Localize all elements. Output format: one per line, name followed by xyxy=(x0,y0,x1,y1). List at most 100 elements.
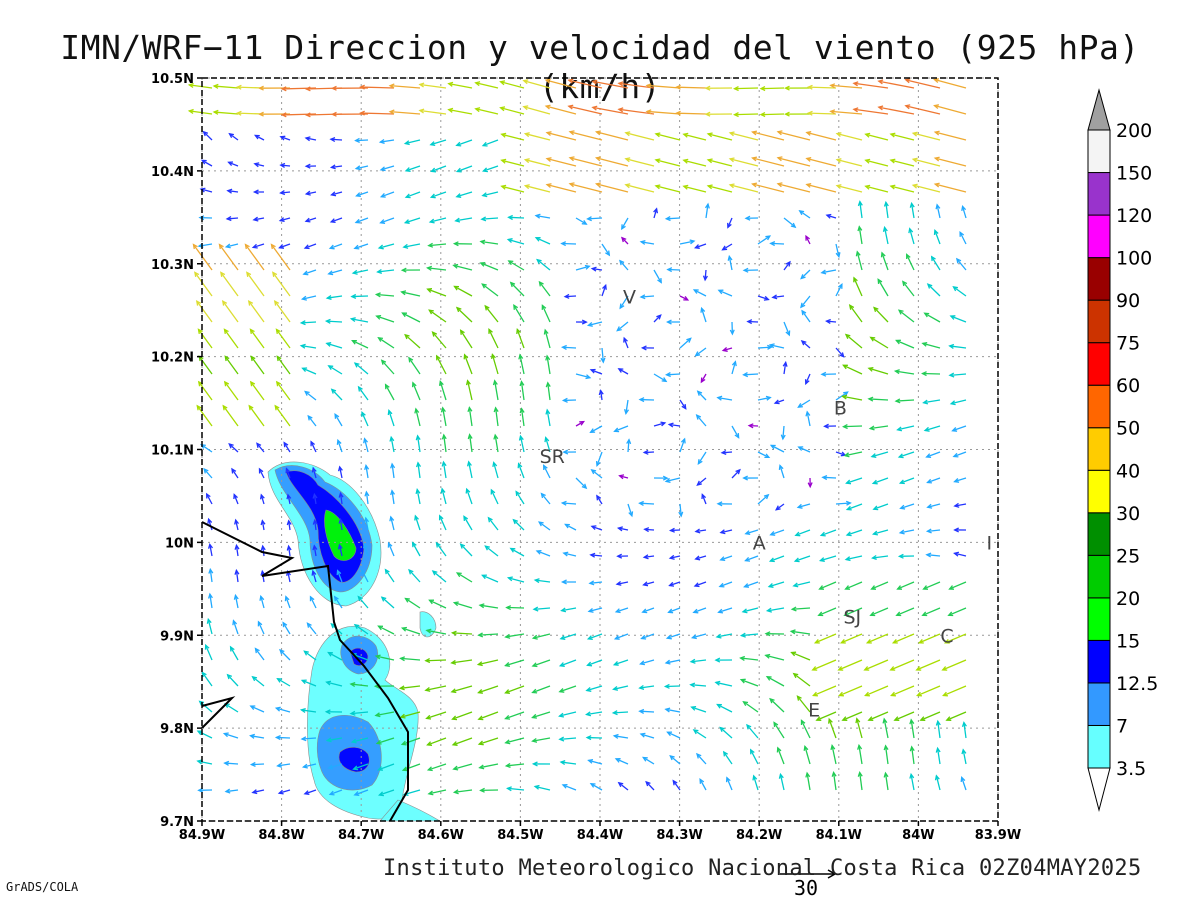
wind-arrow-head xyxy=(246,271,252,278)
wind-arrow xyxy=(830,744,837,765)
wind-arrow-head xyxy=(545,157,552,163)
wind-arrow-head xyxy=(904,78,911,84)
wind-arrow-shaft xyxy=(669,581,681,587)
wind-arrow-shaft xyxy=(535,214,551,219)
wind-arrow-shaft xyxy=(426,711,447,720)
wind-arrow xyxy=(654,184,681,193)
wind-arrow xyxy=(765,607,785,613)
wind-arrow-shaft xyxy=(798,446,811,453)
wind-arrow-shaft xyxy=(287,571,291,583)
wind-arrow xyxy=(404,333,421,349)
wind-arrow xyxy=(638,500,655,506)
wind-arrow xyxy=(481,139,499,147)
wind-arrow-head xyxy=(435,541,441,548)
wind-arrow-head xyxy=(224,355,230,362)
wind-arrow-shaft xyxy=(625,184,655,193)
wind-arrow xyxy=(222,732,239,739)
x-tick-label: 84.2W xyxy=(736,828,782,843)
wind-arrow xyxy=(915,659,941,671)
wind-arrow-shaft xyxy=(304,391,317,401)
wind-arrow xyxy=(388,109,421,115)
wind-arrow xyxy=(596,494,603,505)
wind-arrow-shaft xyxy=(432,570,447,583)
wind-arrow-head xyxy=(953,478,960,483)
wind-arrow-head xyxy=(203,467,209,474)
wind-arrow xyxy=(507,214,525,221)
wind-arrow-head xyxy=(388,109,395,115)
wind-arrow-head xyxy=(818,557,825,562)
wind-arrow xyxy=(917,633,941,644)
wind-arrow-shaft xyxy=(358,386,369,401)
wind-arrow-shaft xyxy=(870,425,889,430)
colorbar-label: 25 xyxy=(1116,545,1140,567)
wind-arrow-shaft xyxy=(615,607,629,613)
wind-arrow-head xyxy=(689,682,696,688)
wind-arrow xyxy=(187,108,213,115)
wind-arrow-head xyxy=(509,281,516,288)
wind-arrow-shaft xyxy=(859,772,863,791)
wind-arrow-shaft xyxy=(873,307,889,323)
wind-arrow-head xyxy=(311,569,317,576)
wind-arrow xyxy=(206,617,213,635)
wind-arrow xyxy=(300,295,317,301)
wind-arrow-shaft xyxy=(936,204,941,219)
wind-arrow xyxy=(820,371,837,377)
wind-arrow-head xyxy=(504,662,511,667)
wind-arrow-shaft xyxy=(313,545,317,557)
wind-arrow xyxy=(819,529,837,537)
wind-arrow xyxy=(280,86,317,92)
wind-arrow-head xyxy=(835,158,842,163)
wind-arrow-head xyxy=(327,270,334,276)
wind-arrow-head xyxy=(904,104,911,110)
wind-arrow-shaft xyxy=(884,745,889,765)
wind-arrow-shaft xyxy=(415,408,421,427)
wind-arrow-head xyxy=(877,79,884,85)
wind-arrow-head xyxy=(785,330,791,337)
wind-arrow-head xyxy=(384,383,390,390)
wind-arrow-head xyxy=(414,514,419,521)
wind-arrow xyxy=(776,746,785,765)
wind-arrow-head xyxy=(463,353,469,360)
wind-arrow-head xyxy=(784,111,790,117)
wind-arrow xyxy=(759,86,785,92)
wind-arrow xyxy=(512,518,525,531)
wind-arrow xyxy=(532,606,551,612)
wind-arrow xyxy=(746,723,759,739)
wind-arrow-head xyxy=(778,772,784,779)
wind-arrow xyxy=(901,280,915,297)
wind-arrow-head xyxy=(899,504,906,510)
wind-arrow-head xyxy=(518,353,524,360)
wind-arrow xyxy=(207,592,213,609)
wind-arrow-shaft xyxy=(478,659,499,666)
wind-arrow-shaft xyxy=(222,405,239,427)
wind-arrow-shaft xyxy=(487,517,499,531)
wind-arrow-head xyxy=(212,109,219,115)
wind-arrow xyxy=(451,711,473,721)
wind-arrow-head xyxy=(248,404,254,411)
wind-arrow-head xyxy=(249,761,256,767)
wind-arrow-head xyxy=(864,132,871,138)
wind-arrow-shaft xyxy=(224,762,239,765)
wind-arrow-head xyxy=(959,230,965,237)
wind-arrow xyxy=(594,156,629,167)
wind-arrow-shaft xyxy=(391,463,395,479)
wind-arrow-head xyxy=(639,294,646,300)
wind-arrow xyxy=(309,595,317,609)
wind-arrow-head xyxy=(278,244,285,249)
wind-arrow xyxy=(558,659,577,667)
wind-arrow-head xyxy=(815,716,822,721)
wind-arrow-head xyxy=(481,192,488,198)
wind-arrow xyxy=(947,607,967,617)
wind-arrow xyxy=(843,451,863,458)
wind-arrow-shaft xyxy=(772,295,785,299)
wind-arrow-head xyxy=(837,666,844,671)
wind-arrow xyxy=(425,628,447,635)
wind-arrow-shaft xyxy=(669,423,681,427)
wind-arrow-shaft xyxy=(354,624,369,635)
wind-arrow-head xyxy=(605,250,611,257)
wind-arrow-head xyxy=(567,78,574,84)
wind-arrow-shaft xyxy=(276,736,291,739)
wind-arrow-shaft xyxy=(365,491,369,505)
wind-arrow-shaft xyxy=(799,210,811,219)
wind-arrow-head xyxy=(728,183,735,189)
